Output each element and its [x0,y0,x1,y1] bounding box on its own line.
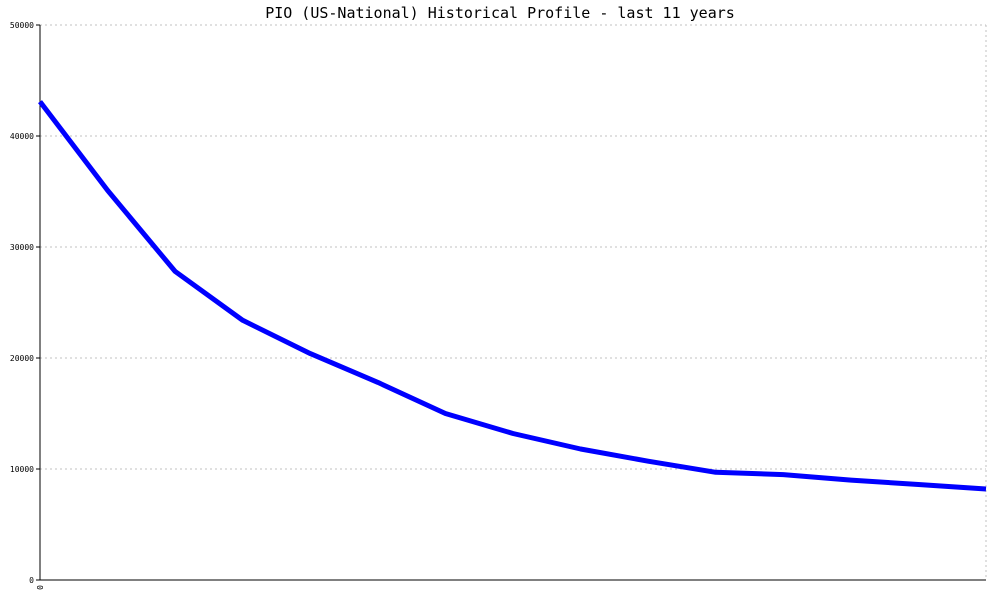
series-group [38,100,987,492]
y-tick-label: 0 [29,576,34,585]
y-tick-label: 30000 [10,243,34,252]
y-tick-label: 40000 [10,132,34,141]
y-axis: 0 10000 20000 30000 40000 50000 [10,21,41,585]
y-tick-label: 50000 [10,21,34,30]
grid-lines [40,24,987,580]
chart-title: PIO (US-National) Historical Profile - l… [265,4,735,22]
y-tick-label: 10000 [10,465,34,474]
plot-frame [40,25,986,580]
y-tick-label: 20000 [10,354,34,363]
series-line [38,100,987,492]
x-axis: 0 [36,579,986,590]
x-tick-label: 0 [36,585,45,590]
